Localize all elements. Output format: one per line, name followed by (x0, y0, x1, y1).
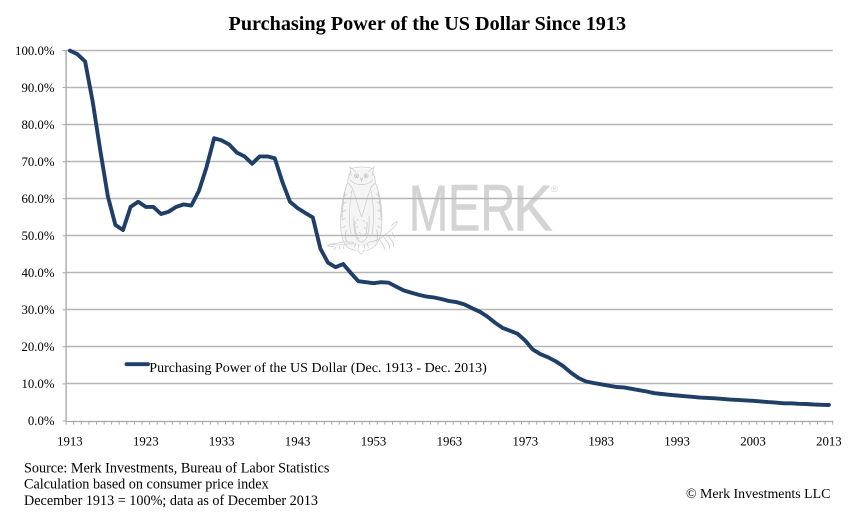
svg-text:50.0%: 50.0% (21, 229, 54, 243)
svg-text:2003: 2003 (740, 435, 766, 449)
svg-text:Purchasing Power of the US Dol: Purchasing Power of the US Dollar (Dec. … (149, 361, 487, 376)
svg-text:December 1913 = 100%; data as: December 1913 = 100%; data as of Decembe… (24, 493, 318, 509)
svg-text:Purchasing Power of the US Dol: Purchasing Power of the US Dollar Since … (229, 13, 627, 35)
svg-text:1943: 1943 (285, 435, 311, 449)
svg-text:Source: Merk Investments, Bure: Source: Merk Investments, Bureau of Labo… (24, 460, 330, 476)
svg-text:R: R (480, 173, 515, 245)
svg-text:60.0%: 60.0% (21, 192, 54, 206)
svg-text:E: E (448, 173, 481, 245)
svg-text:M: M (409, 172, 449, 245)
svg-text:70.0%: 70.0% (21, 155, 54, 169)
svg-text:1963: 1963 (437, 435, 463, 449)
svg-text:10.0%: 10.0% (21, 377, 54, 391)
svg-text:40.0%: 40.0% (21, 266, 54, 280)
svg-text:Calculation based on consumer: Calculation based on consumer price inde… (24, 477, 269, 493)
svg-text:1933: 1933 (209, 435, 235, 449)
svg-text:1913: 1913 (57, 435, 83, 449)
svg-text:30.0%: 30.0% (21, 303, 54, 317)
svg-text:1993: 1993 (664, 435, 690, 449)
svg-text:®: ® (551, 184, 558, 195)
svg-text:1973: 1973 (513, 435, 539, 449)
svg-text:0.0%: 0.0% (28, 414, 55, 428)
svg-text:80.0%: 80.0% (21, 118, 54, 132)
svg-text:90.0%: 90.0% (21, 81, 54, 95)
svg-text:1923: 1923 (133, 435, 159, 449)
svg-text:K: K (513, 172, 553, 245)
svg-text:© Merk Investments LLC: © Merk Investments LLC (686, 487, 830, 502)
svg-text:1953: 1953 (361, 435, 387, 449)
svg-text:2013: 2013 (816, 435, 842, 449)
svg-text:100.0%: 100.0% (15, 44, 55, 58)
svg-text:20.0%: 20.0% (21, 340, 54, 354)
svg-text:1983: 1983 (588, 435, 614, 449)
